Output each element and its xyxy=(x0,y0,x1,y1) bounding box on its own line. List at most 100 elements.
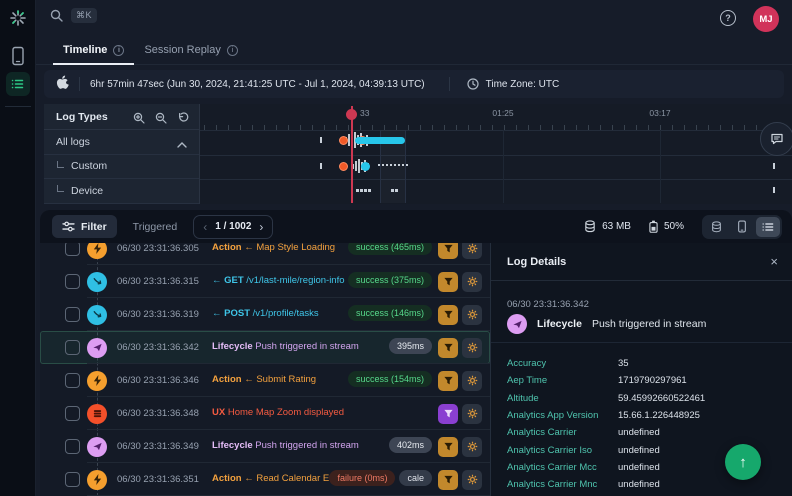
attribute-value: 35 xyxy=(618,358,629,369)
timezone-label: Time Zone: UTC xyxy=(486,79,560,90)
filter-by-log-button[interactable] xyxy=(438,437,458,457)
row-checkbox[interactable] xyxy=(65,439,80,454)
log-row[interactable]: 06/30 23:31:36.349Lifecycle Push trigger… xyxy=(40,430,490,463)
log-row[interactable]: 06/30 23:31:36.319← POST /v1/profile/tas… xyxy=(40,298,490,331)
close-icon[interactable]: × xyxy=(770,254,778,269)
event-dot[interactable] xyxy=(339,136,348,145)
log-toolbar: Filter Triggered ‹ 1 / 1002 › 63 MB 50% xyxy=(40,210,792,243)
tab-timeline-label: Timeline xyxy=(63,44,107,56)
filter-by-log-button[interactable] xyxy=(438,470,458,490)
scroll-to-top-button[interactable]: ↑ xyxy=(725,444,761,480)
log-settings-button[interactable] xyxy=(462,404,482,424)
log-type-row[interactable]: Custom xyxy=(44,155,199,180)
filter-by-log-button[interactable] xyxy=(438,371,458,391)
log-settings-button[interactable] xyxy=(462,272,482,292)
log-timestamp: 06/30 23:31:36.315 xyxy=(117,276,199,287)
log-title-rest: Push triggered in stream xyxy=(253,341,359,352)
row-checkbox[interactable] xyxy=(65,307,80,322)
ruler-label: 03:17 xyxy=(640,108,680,118)
row-checkbox[interactable] xyxy=(65,243,80,256)
timeline-span-bar[interactable] xyxy=(355,137,405,144)
log-title: Lifecycle Push triggered in stream xyxy=(212,440,359,451)
log-row[interactable]: 06/30 23:31:36.342Lifecycle Push trigger… xyxy=(40,331,490,364)
details-title: Log Details xyxy=(507,256,770,268)
row-separator xyxy=(200,155,792,156)
log-settings-button[interactable] xyxy=(462,470,482,490)
row-checkbox[interactable] xyxy=(65,340,80,355)
log-settings-button[interactable] xyxy=(462,338,482,358)
log-settings-button[interactable] xyxy=(462,243,482,259)
tab-session-replay[interactable]: Session Replay i xyxy=(134,36,247,64)
event-square xyxy=(364,189,367,192)
device-nav-icon[interactable] xyxy=(10,46,26,66)
badge-group: 395ms xyxy=(389,338,432,354)
log-timestamp: 06/30 23:31:36.348 xyxy=(117,408,199,419)
avatar[interactable]: MJ xyxy=(753,6,779,32)
badge-group: success (375ms) xyxy=(348,272,432,288)
next-page-button[interactable]: › xyxy=(259,220,263,234)
log-title-rest: /v1/profile/tasks xyxy=(250,308,319,319)
rail-divider xyxy=(5,106,31,107)
log-list-icon xyxy=(11,77,25,91)
log-row[interactable]: 06/30 23:31:36.305Action ← Map Style Loa… xyxy=(40,243,490,265)
prev-page-button[interactable]: ‹ xyxy=(203,220,207,234)
filter-by-log-button[interactable] xyxy=(438,305,458,325)
row-checkbox[interactable] xyxy=(65,472,80,487)
tab-bar: Timeline i Session Replay i xyxy=(36,36,792,65)
tab-timeline[interactable]: Timeline i xyxy=(53,36,134,64)
log-type-label: Custom xyxy=(71,160,107,172)
filter-button[interactable]: Filter xyxy=(52,215,117,238)
event-dot[interactable] xyxy=(361,162,370,171)
help-icon[interactable]: ? xyxy=(720,10,736,26)
row-checkbox[interactable] xyxy=(65,406,80,421)
log-row[interactable]: 06/30 23:31:36.348UX Home Map Zoom displ… xyxy=(40,397,490,430)
event-dot[interactable] xyxy=(339,162,348,171)
log-row[interactable]: 06/30 23:31:36.346Action ← Submit Rating… xyxy=(40,364,490,397)
attribute-value: undefined xyxy=(618,462,660,473)
filter-by-log-button[interactable] xyxy=(438,404,458,424)
timeline-section: Log Types All logsCustomDevice 01:25 03:… xyxy=(44,104,792,204)
row-checkbox[interactable] xyxy=(65,274,80,289)
timeline-chart[interactable]: 01:25 03:17 33 xyxy=(200,104,792,204)
filter-by-log-button[interactable] xyxy=(438,338,458,358)
log-settings-button[interactable] xyxy=(462,371,482,391)
badge-group: success (465ms) xyxy=(348,243,432,255)
playhead-line[interactable] xyxy=(351,106,353,203)
info-icon: i xyxy=(227,45,238,56)
duration-badge: 395ms xyxy=(389,338,432,354)
zoom-in-icon[interactable] xyxy=(133,111,145,123)
network-icon xyxy=(87,272,107,292)
triggered-filter-label[interactable]: Triggered xyxy=(133,221,178,233)
log-row[interactable]: 06/30 23:31:36.351Action ← Read Calendar… xyxy=(40,463,490,496)
row-checkbox[interactable] xyxy=(65,373,80,388)
view-data-button[interactable] xyxy=(704,217,728,237)
log-timestamp: 06/30 23:31:36.319 xyxy=(117,309,199,320)
global-search[interactable]: ⌘K xyxy=(50,8,97,23)
zoom-out-icon[interactable] xyxy=(155,111,167,123)
chevron-up-icon[interactable] xyxy=(177,139,187,145)
filter-by-log-button[interactable] xyxy=(438,243,458,259)
view-device-button[interactable] xyxy=(730,217,754,237)
memory-meter: 63 MB xyxy=(584,220,631,233)
log-type-row[interactable]: Device xyxy=(44,179,199,204)
log-row[interactable]: 06/30 23:31:36.315 ← GET /v1/last-mile/re… xyxy=(40,265,490,298)
playhead-handle[interactable] xyxy=(346,109,357,120)
log-settings-button[interactable] xyxy=(462,305,482,325)
filter-by-log-button[interactable] xyxy=(438,272,458,292)
battery-meter: 50% xyxy=(649,220,684,233)
log-type-row[interactable]: All logs xyxy=(44,130,199,155)
log-title-rest: Push triggered in stream xyxy=(253,440,359,451)
corner-branch-icon xyxy=(57,185,64,192)
memory-value: 63 MB xyxy=(602,221,631,232)
log-title-bold: Lifecycle xyxy=(212,440,253,451)
log-list-nav-active[interactable] xyxy=(6,72,30,96)
view-list-button[interactable] xyxy=(756,217,780,237)
feedback-button[interactable] xyxy=(760,122,792,156)
session-duration: 6hr 57min 47sec (Jun 30, 2024, 21:41:25 … xyxy=(90,79,425,90)
log-settings-button[interactable] xyxy=(462,437,482,457)
lifecycle-icon xyxy=(87,437,107,457)
log-title: ← GET /v1/last-mile/region-info xyxy=(212,275,345,286)
attribute-key: Analytics Carrier Mcc xyxy=(507,462,618,473)
brand-starburst-icon[interactable] xyxy=(8,8,28,28)
reset-zoom-icon[interactable] xyxy=(177,111,189,123)
